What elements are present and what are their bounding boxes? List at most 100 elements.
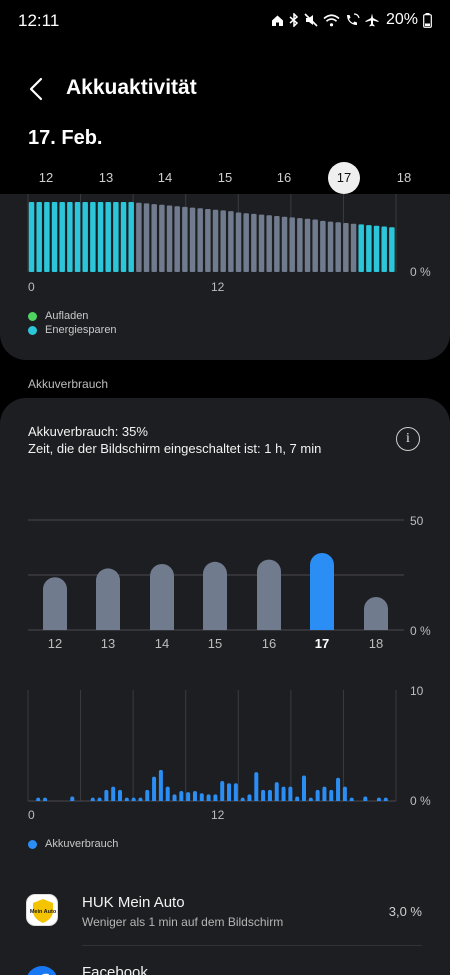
- usage-percent-text: Akkuverbrauch: 35%: [28, 424, 148, 439]
- daily-usage-chart: 50 0 % 12 13 14 15 16 17 18: [28, 514, 431, 651]
- level-bar: [74, 202, 81, 272]
- day-tab-14[interactable]: 14: [157, 170, 173, 185]
- hourly-bar: [206, 794, 211, 801]
- legend-label-usage: Akkuverbrauch: [45, 838, 119, 850]
- day-tab-15[interactable]: 15: [217, 170, 233, 185]
- level-bar: [327, 221, 334, 272]
- daily-x-label-14: 14: [155, 636, 169, 651]
- hourly-bar: [336, 777, 341, 801]
- hourly-bar: [376, 797, 381, 801]
- level-bar: [373, 225, 380, 272]
- daily-x-label-12: 12: [48, 636, 62, 651]
- level-bar: [182, 206, 188, 272]
- level-bar: [120, 202, 127, 272]
- home-icon: [271, 15, 283, 26]
- screen-time-text: Zeit, die der Bildschirm eingeschaltet i…: [28, 441, 322, 456]
- level-bar: [90, 202, 96, 272]
- status-time: 12:11: [18, 11, 60, 30]
- app-name-huk: HUK Mein Auto: [82, 894, 185, 911]
- level-bar: [281, 216, 288, 272]
- hourly-bar: [131, 797, 136, 801]
- bluetooth-icon: [289, 13, 299, 27]
- wifi-calling-icon: [346, 13, 360, 25]
- app-percent-huk: 3,0 %: [388, 904, 422, 919]
- hourly-bar: [186, 792, 191, 801]
- info-icon[interactable]: i: [396, 427, 420, 451]
- level-bar: [67, 202, 73, 272]
- level-bar: [343, 223, 349, 272]
- day-tab-16[interactable]: 16: [276, 170, 292, 185]
- level-bar: [143, 203, 150, 272]
- page-title: Akkuaktivität: [66, 76, 197, 99]
- level-bar: [197, 208, 203, 272]
- level-bar: [205, 209, 211, 272]
- hourly-bar: [138, 797, 143, 801]
- hourly-bar: [247, 794, 252, 801]
- hourly-y-tick-0: 0 %: [410, 794, 431, 808]
- legend-label-energy-saving: Energiesparen: [45, 324, 117, 336]
- hourly-bar: [172, 794, 177, 801]
- daily-y-tick-0: 0 %: [410, 624, 431, 638]
- level-bar: [251, 213, 257, 272]
- hourly-bar: [240, 797, 245, 801]
- daily-y-tick-50: 50: [410, 514, 424, 528]
- level-y-axis-label: 0 %: [410, 265, 431, 279]
- hourly-bar: [363, 796, 368, 801]
- day-tab-13[interactable]: 13: [98, 170, 114, 185]
- hourly-bar: [104, 789, 109, 801]
- hourly-bar: [288, 786, 293, 801]
- level-bar: [105, 202, 111, 272]
- level-bar: [266, 215, 272, 272]
- level-bar: [358, 224, 364, 272]
- hourly-bar: [254, 772, 259, 801]
- app-subtitle-huk: Weniger als 1 min auf dem Bildschirm: [82, 915, 284, 929]
- day-tab-12[interactable]: 12: [38, 170, 54, 185]
- app-divider: [82, 945, 422, 946]
- daily-x-label-18: 18: [369, 636, 383, 651]
- airplane-icon: [365, 13, 379, 27]
- level-bar: [220, 210, 226, 272]
- day-tab-18[interactable]: 18: [396, 170, 412, 185]
- hourly-x-label-0: 0: [28, 808, 35, 822]
- hourly-bar: [124, 797, 129, 801]
- level-bar: [189, 207, 196, 272]
- daily-bar-17: [310, 553, 334, 630]
- app-row-huk[interactable]: Mein Auto HUK Mein Auto Weniger als 1 mi…: [0, 880, 450, 940]
- section-label-usage: Akkuverbrauch: [28, 377, 109, 391]
- level-bar: [366, 225, 372, 272]
- legend-dot-charging: [28, 311, 37, 321]
- facebook-app-icon: [26, 966, 58, 975]
- level-bar: [97, 202, 104, 272]
- daily-x-label-15: 15: [208, 636, 222, 651]
- level-bar: [228, 211, 234, 272]
- app-row-facebook[interactable]: Facebook: [0, 948, 450, 975]
- battery-percent: 20%: [385, 11, 418, 28]
- hourly-bar: [233, 783, 238, 801]
- daily-x-label-17: 17: [315, 636, 329, 651]
- hourly-bar: [165, 786, 170, 801]
- day-tab-17[interactable]: 17: [328, 162, 360, 194]
- level-bar: [151, 204, 157, 272]
- huk-logo-text: Mein Auto: [30, 909, 57, 915]
- hourly-bar: [213, 794, 218, 801]
- level-bar: [350, 223, 357, 272]
- hourly-bar: [329, 789, 334, 801]
- level-bar: [381, 226, 387, 272]
- level-bar: [44, 202, 50, 272]
- hourly-bar: [281, 786, 286, 801]
- level-bar: [136, 202, 142, 272]
- hourly-bar: [302, 775, 306, 801]
- hourly-bar: [261, 789, 266, 801]
- hourly-bar: [70, 796, 75, 801]
- legend-label-charging: Aufladen: [45, 310, 89, 322]
- daily-bar-14: [150, 564, 174, 630]
- hourly-x-label-12: 12: [211, 808, 225, 822]
- level-bar: [258, 214, 265, 272]
- hourly-bar: [220, 781, 225, 801]
- hourly-bar: [90, 797, 95, 801]
- wifi-icon: [323, 13, 340, 26]
- chevron-left-icon[interactable]: [22, 74, 52, 104]
- hourly-bar: [349, 797, 354, 801]
- hourly-bar: [342, 786, 347, 801]
- level-bar: [28, 202, 35, 272]
